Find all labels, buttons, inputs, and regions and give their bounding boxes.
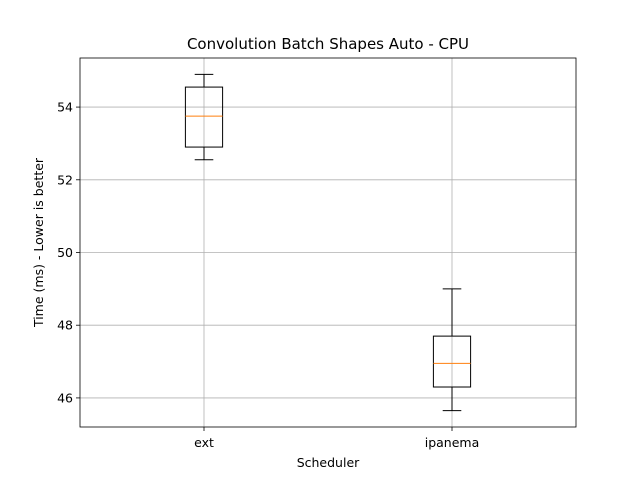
y-axis-label: Time (ms) - Lower is better — [31, 157, 46, 328]
axis-ticks: 46 48 50 52 54 ext ipanema — [57, 100, 479, 450]
y-tick-label: 48 — [57, 318, 73, 333]
iqr-box — [184, 86, 224, 148]
grid-lines — [80, 58, 576, 427]
y-tick-label: 50 — [57, 245, 73, 260]
box-plot-series — [184, 73, 472, 412]
x-tick-label-ext: ext — [194, 435, 214, 450]
x-tick-label-ipanema: ipanema — [425, 435, 480, 450]
chart-title: Convolution Batch Shapes Auto - CPU — [187, 35, 469, 53]
x-axis-label: Scheduler — [297, 455, 360, 470]
axes-frame — [79, 57, 577, 428]
y-tick-label: 46 — [57, 390, 73, 405]
box-ext — [184, 73, 224, 161]
box-ipanema — [432, 288, 472, 412]
y-tick-label: 54 — [57, 100, 73, 115]
y-tick-label: 52 — [57, 172, 73, 187]
iqr-box — [432, 335, 472, 388]
